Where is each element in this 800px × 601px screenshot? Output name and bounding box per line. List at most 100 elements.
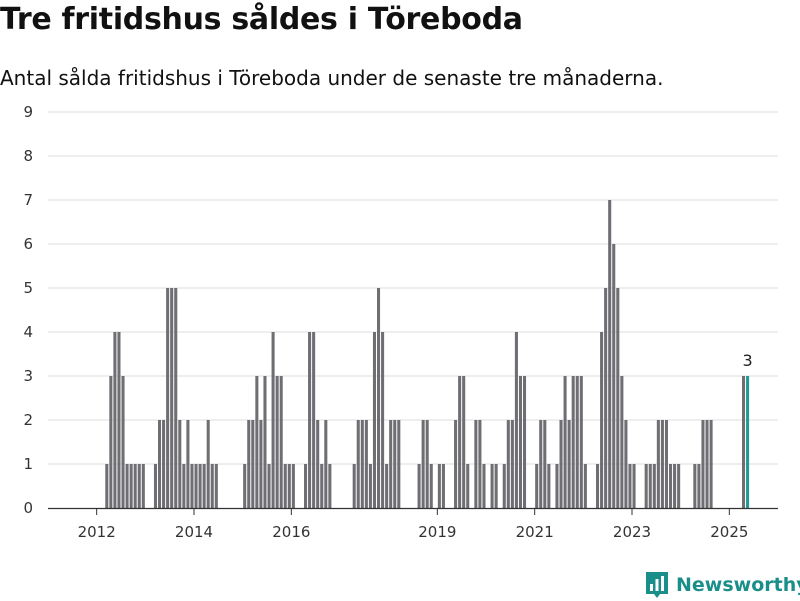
x-tick-label: 2023 <box>613 523 651 541</box>
y-axis-ticks: 0 1 2 3 4 5 6 7 8 9 <box>23 103 33 517</box>
data-labels: 3 <box>742 351 752 370</box>
bar <box>510 420 514 508</box>
bar <box>709 420 713 508</box>
bars <box>105 200 750 508</box>
bar <box>466 464 470 508</box>
bar <box>291 464 295 508</box>
bar <box>746 376 750 508</box>
bar <box>113 332 117 508</box>
bar <box>608 200 612 508</box>
bar <box>312 332 316 508</box>
bar <box>162 420 166 508</box>
bar <box>283 464 287 508</box>
bar <box>555 464 559 508</box>
bar <box>304 464 308 508</box>
bar <box>462 376 466 508</box>
newsworthy-logo: Newsworthy <box>644 569 800 601</box>
bar <box>664 420 668 508</box>
y-tick-label: 1 <box>23 455 33 473</box>
bar <box>677 464 681 508</box>
bar <box>377 288 381 508</box>
bar <box>620 376 624 508</box>
bar <box>673 464 677 508</box>
bar <box>214 464 218 508</box>
bar <box>263 376 267 508</box>
y-tick-label: 6 <box>23 235 33 253</box>
bar <box>198 464 202 508</box>
bar <box>656 420 660 508</box>
bar <box>742 376 746 508</box>
bar <box>202 464 206 508</box>
bar <box>364 420 368 508</box>
bar <box>478 420 482 508</box>
bar <box>539 420 543 508</box>
bar <box>389 420 393 508</box>
bar <box>458 376 462 508</box>
bar <box>352 464 356 508</box>
bar <box>575 376 579 508</box>
bar <box>190 464 194 508</box>
x-tick-label: 2016 <box>272 523 310 541</box>
bar <box>652 464 656 508</box>
bar <box>535 464 539 508</box>
bar <box>583 464 587 508</box>
bar <box>125 464 129 508</box>
bar <box>474 420 478 508</box>
bar <box>644 464 648 508</box>
bar <box>393 420 397 508</box>
bar <box>247 420 251 508</box>
bar <box>328 464 332 508</box>
bar <box>429 464 433 508</box>
bar <box>267 464 271 508</box>
bar <box>579 376 583 508</box>
y-tick-label: 9 <box>23 103 33 121</box>
bar <box>563 376 567 508</box>
bar <box>616 288 620 508</box>
bar <box>105 464 109 508</box>
bar <box>705 420 709 508</box>
chart-title: Tre fritidshus såldes i Töreboda <box>0 2 523 37</box>
y-tick-label: 7 <box>23 191 33 209</box>
bar <box>600 332 604 508</box>
bar <box>360 420 364 508</box>
bar <box>194 464 198 508</box>
y-tick-label: 2 <box>23 411 33 429</box>
bar-chart-logo-icon <box>646 572 668 598</box>
bar <box>669 464 673 508</box>
bar <box>701 420 705 508</box>
bar <box>604 288 608 508</box>
bar <box>543 420 547 508</box>
bar <box>514 332 518 508</box>
bar <box>251 420 255 508</box>
bar <box>381 332 385 508</box>
y-tick-label: 3 <box>23 367 33 385</box>
bar <box>454 420 458 508</box>
x-tick-label: 2012 <box>78 523 116 541</box>
x-tick-label: 2014 <box>175 523 213 541</box>
bar <box>243 464 247 508</box>
brand-name: Newsworthy <box>676 574 800 596</box>
bar <box>279 376 283 508</box>
bar <box>117 332 121 508</box>
bar <box>441 464 445 508</box>
bar <box>121 376 125 508</box>
x-axis: 2012 2014 2016 2019 2021 2023 2025 <box>48 507 778 541</box>
bar <box>547 464 551 508</box>
bar <box>494 464 498 508</box>
bar <box>421 420 425 508</box>
bar <box>206 420 210 508</box>
bar <box>632 464 636 508</box>
bar <box>356 420 360 508</box>
bar <box>133 464 137 508</box>
bar <box>287 464 291 508</box>
bar <box>506 420 510 508</box>
bar <box>141 464 145 508</box>
gridlines <box>48 111 778 465</box>
bar <box>368 464 372 508</box>
bar <box>482 464 486 508</box>
bar <box>174 288 178 508</box>
bar <box>170 288 174 508</box>
bar <box>275 376 279 508</box>
bar <box>417 464 421 508</box>
